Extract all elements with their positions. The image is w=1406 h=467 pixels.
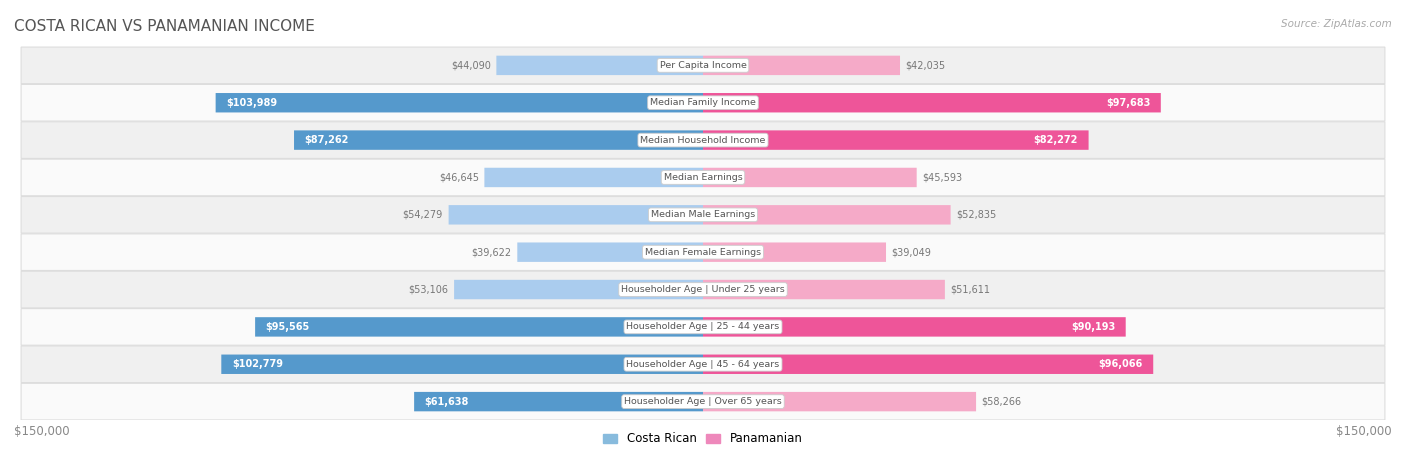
Text: $150,000: $150,000 (14, 425, 70, 438)
Text: Source: ZipAtlas.com: Source: ZipAtlas.com (1281, 19, 1392, 28)
FancyBboxPatch shape (703, 242, 886, 262)
FancyBboxPatch shape (215, 93, 703, 113)
FancyBboxPatch shape (21, 309, 1385, 345)
Text: $87,262: $87,262 (305, 135, 349, 145)
FancyBboxPatch shape (21, 47, 1385, 84)
FancyBboxPatch shape (221, 354, 703, 374)
Text: Median Household Income: Median Household Income (640, 135, 766, 145)
Text: $39,622: $39,622 (471, 247, 512, 257)
Text: $54,279: $54,279 (402, 210, 443, 220)
Text: Householder Age | Over 65 years: Householder Age | Over 65 years (624, 397, 782, 406)
Text: $96,066: $96,066 (1098, 359, 1143, 369)
Text: $52,835: $52,835 (956, 210, 997, 220)
FancyBboxPatch shape (21, 346, 1385, 382)
Text: $53,106: $53,106 (409, 284, 449, 295)
FancyBboxPatch shape (703, 205, 950, 225)
Text: $42,035: $42,035 (905, 60, 946, 71)
Text: $90,193: $90,193 (1071, 322, 1115, 332)
FancyBboxPatch shape (21, 383, 1385, 420)
Text: Median Earnings: Median Earnings (664, 173, 742, 182)
Text: $95,565: $95,565 (266, 322, 309, 332)
FancyBboxPatch shape (703, 354, 1153, 374)
FancyBboxPatch shape (21, 271, 1385, 308)
Text: $82,272: $82,272 (1033, 135, 1078, 145)
Text: Per Capita Income: Per Capita Income (659, 61, 747, 70)
Text: Median Male Earnings: Median Male Earnings (651, 210, 755, 219)
FancyBboxPatch shape (21, 122, 1385, 158)
Text: Householder Age | 25 - 44 years: Householder Age | 25 - 44 years (627, 322, 779, 332)
Text: $39,049: $39,049 (891, 247, 932, 257)
FancyBboxPatch shape (703, 56, 900, 75)
Text: $97,683: $97,683 (1107, 98, 1150, 108)
Text: Householder Age | Under 25 years: Householder Age | Under 25 years (621, 285, 785, 294)
FancyBboxPatch shape (703, 130, 1088, 150)
Legend: Costa Rican, Panamanian: Costa Rican, Panamanian (599, 428, 807, 450)
FancyBboxPatch shape (294, 130, 703, 150)
Text: $44,090: $44,090 (451, 60, 491, 71)
FancyBboxPatch shape (454, 280, 703, 299)
Text: Median Female Earnings: Median Female Earnings (645, 248, 761, 257)
FancyBboxPatch shape (517, 242, 703, 262)
Text: Householder Age | 45 - 64 years: Householder Age | 45 - 64 years (627, 360, 779, 369)
FancyBboxPatch shape (21, 159, 1385, 196)
Text: $45,593: $45,593 (922, 172, 963, 183)
FancyBboxPatch shape (703, 168, 917, 187)
FancyBboxPatch shape (21, 197, 1385, 233)
Text: $58,266: $58,266 (981, 396, 1022, 407)
FancyBboxPatch shape (21, 234, 1385, 270)
FancyBboxPatch shape (449, 205, 703, 225)
FancyBboxPatch shape (254, 317, 703, 337)
Text: $103,989: $103,989 (226, 98, 277, 108)
Text: Median Family Income: Median Family Income (650, 98, 756, 107)
Text: $51,611: $51,611 (950, 284, 990, 295)
FancyBboxPatch shape (703, 317, 1126, 337)
FancyBboxPatch shape (703, 392, 976, 411)
FancyBboxPatch shape (703, 93, 1161, 113)
Text: $46,645: $46,645 (439, 172, 479, 183)
FancyBboxPatch shape (485, 168, 703, 187)
Text: $61,638: $61,638 (425, 396, 470, 407)
FancyBboxPatch shape (703, 280, 945, 299)
Text: COSTA RICAN VS PANAMANIAN INCOME: COSTA RICAN VS PANAMANIAN INCOME (14, 19, 315, 34)
FancyBboxPatch shape (21, 85, 1385, 121)
FancyBboxPatch shape (415, 392, 703, 411)
Text: $102,779: $102,779 (232, 359, 283, 369)
Text: $150,000: $150,000 (1336, 425, 1392, 438)
FancyBboxPatch shape (496, 56, 703, 75)
